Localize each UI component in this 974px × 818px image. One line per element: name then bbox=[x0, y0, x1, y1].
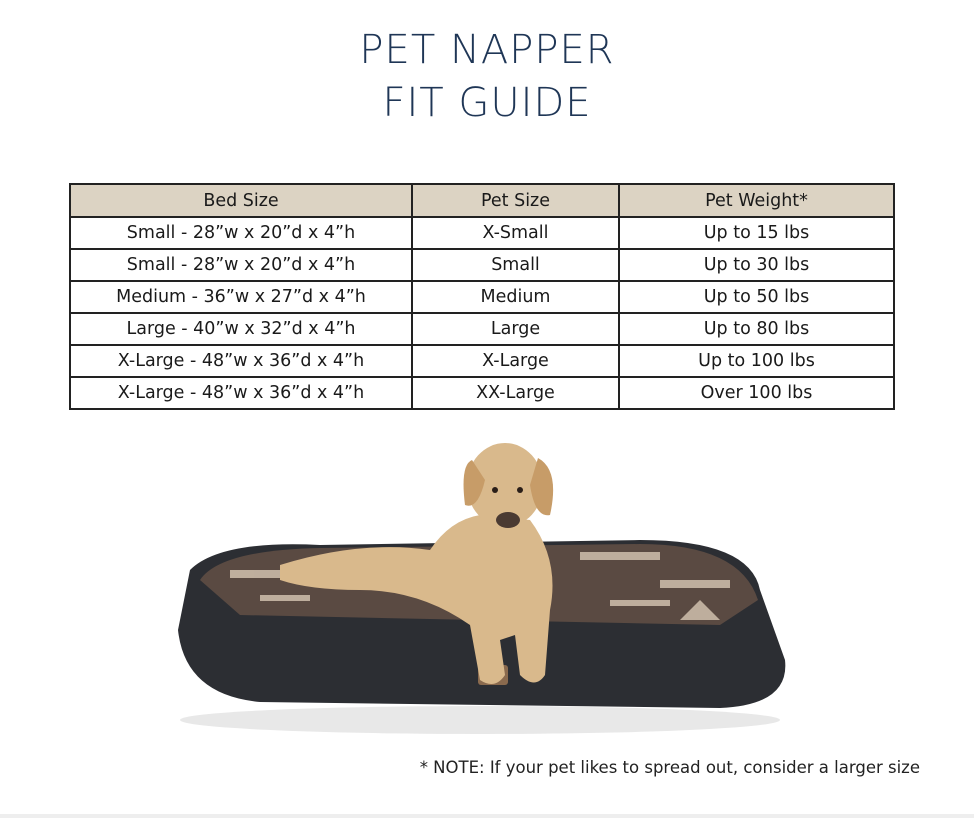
pet-weight-cell: Up to 100 lbs bbox=[618, 344, 895, 378]
fit-guide-table: Bed Size Pet Size Pet Weight* Small - 28… bbox=[69, 183, 895, 410]
bed-size-cell: Large - 40”w x 32”d x 4”h bbox=[69, 312, 413, 346]
pet-weight-cell: Up to 30 lbs bbox=[618, 248, 895, 282]
pet-size-cell: Medium bbox=[411, 280, 620, 314]
bed-shadow bbox=[180, 706, 780, 734]
pet-weight-cell: Up to 80 lbs bbox=[618, 312, 895, 346]
pet-size-cell: X-Small bbox=[411, 216, 620, 250]
pet-size-cell: XX-Large bbox=[411, 376, 620, 410]
pet-weight-cell: Up to 50 lbs bbox=[618, 280, 895, 314]
pet-size-cell: X-Large bbox=[411, 344, 620, 378]
pet-size-cell: Large bbox=[411, 312, 620, 346]
bed-size-cell: Small - 28”w x 20”d x 4”h bbox=[69, 248, 413, 282]
table-row: Small - 28”w x 20”d x 4”h Small Up to 30 l… bbox=[69, 248, 895, 282]
bed-size-cell: X-Large - 48”w x 36”d x 4”h bbox=[69, 344, 413, 378]
table-row: Small - 28”w x 20”d x 4”h X-Small Up to 15… bbox=[69, 216, 895, 250]
title-line-1: PET NAPPER bbox=[359, 27, 615, 73]
bed-size-cell: X-Large - 48”w x 36”d x 4”h bbox=[69, 376, 413, 410]
pet-weight-cell: Over 100 lbs bbox=[618, 376, 895, 410]
dog bbox=[280, 443, 554, 684]
dog-on-bed-photo bbox=[178, 443, 786, 734]
size-note: * NOTE: If your pet likes to spread out,… bbox=[419, 758, 920, 777]
title-line-2: FIT GUIDE bbox=[382, 80, 592, 126]
header-bed-size: Bed Size bbox=[69, 183, 413, 218]
table-row: Medium - 36”w x 27”d x 4”h Medium Up to 50… bbox=[69, 280, 895, 314]
table-row: X-Large - 48”w x 36”d x 4”h XX-Large Over … bbox=[69, 376, 895, 410]
table-header-row: Bed Size Pet Size Pet Weight* bbox=[69, 183, 895, 218]
bed-size-cell: Small - 28”w x 20”d x 4”h bbox=[69, 216, 413, 250]
pet-size-cell: Small bbox=[411, 248, 620, 282]
table-row: Large - 40”w x 32”d x 4”h Large Up to 80 l… bbox=[69, 312, 895, 346]
header-pet-weight: Pet Weight* bbox=[618, 183, 895, 218]
bed-size-cell: Medium - 36”w x 27”d x 4”h bbox=[69, 280, 413, 314]
bottom-divider bbox=[0, 814, 974, 818]
header-pet-size: Pet Size bbox=[411, 183, 620, 218]
pet-weight-cell: Up to 15 lbs bbox=[618, 216, 895, 250]
table-row: X-Large - 48”w x 36”d x 4”h X-Large Up to … bbox=[69, 344, 895, 378]
